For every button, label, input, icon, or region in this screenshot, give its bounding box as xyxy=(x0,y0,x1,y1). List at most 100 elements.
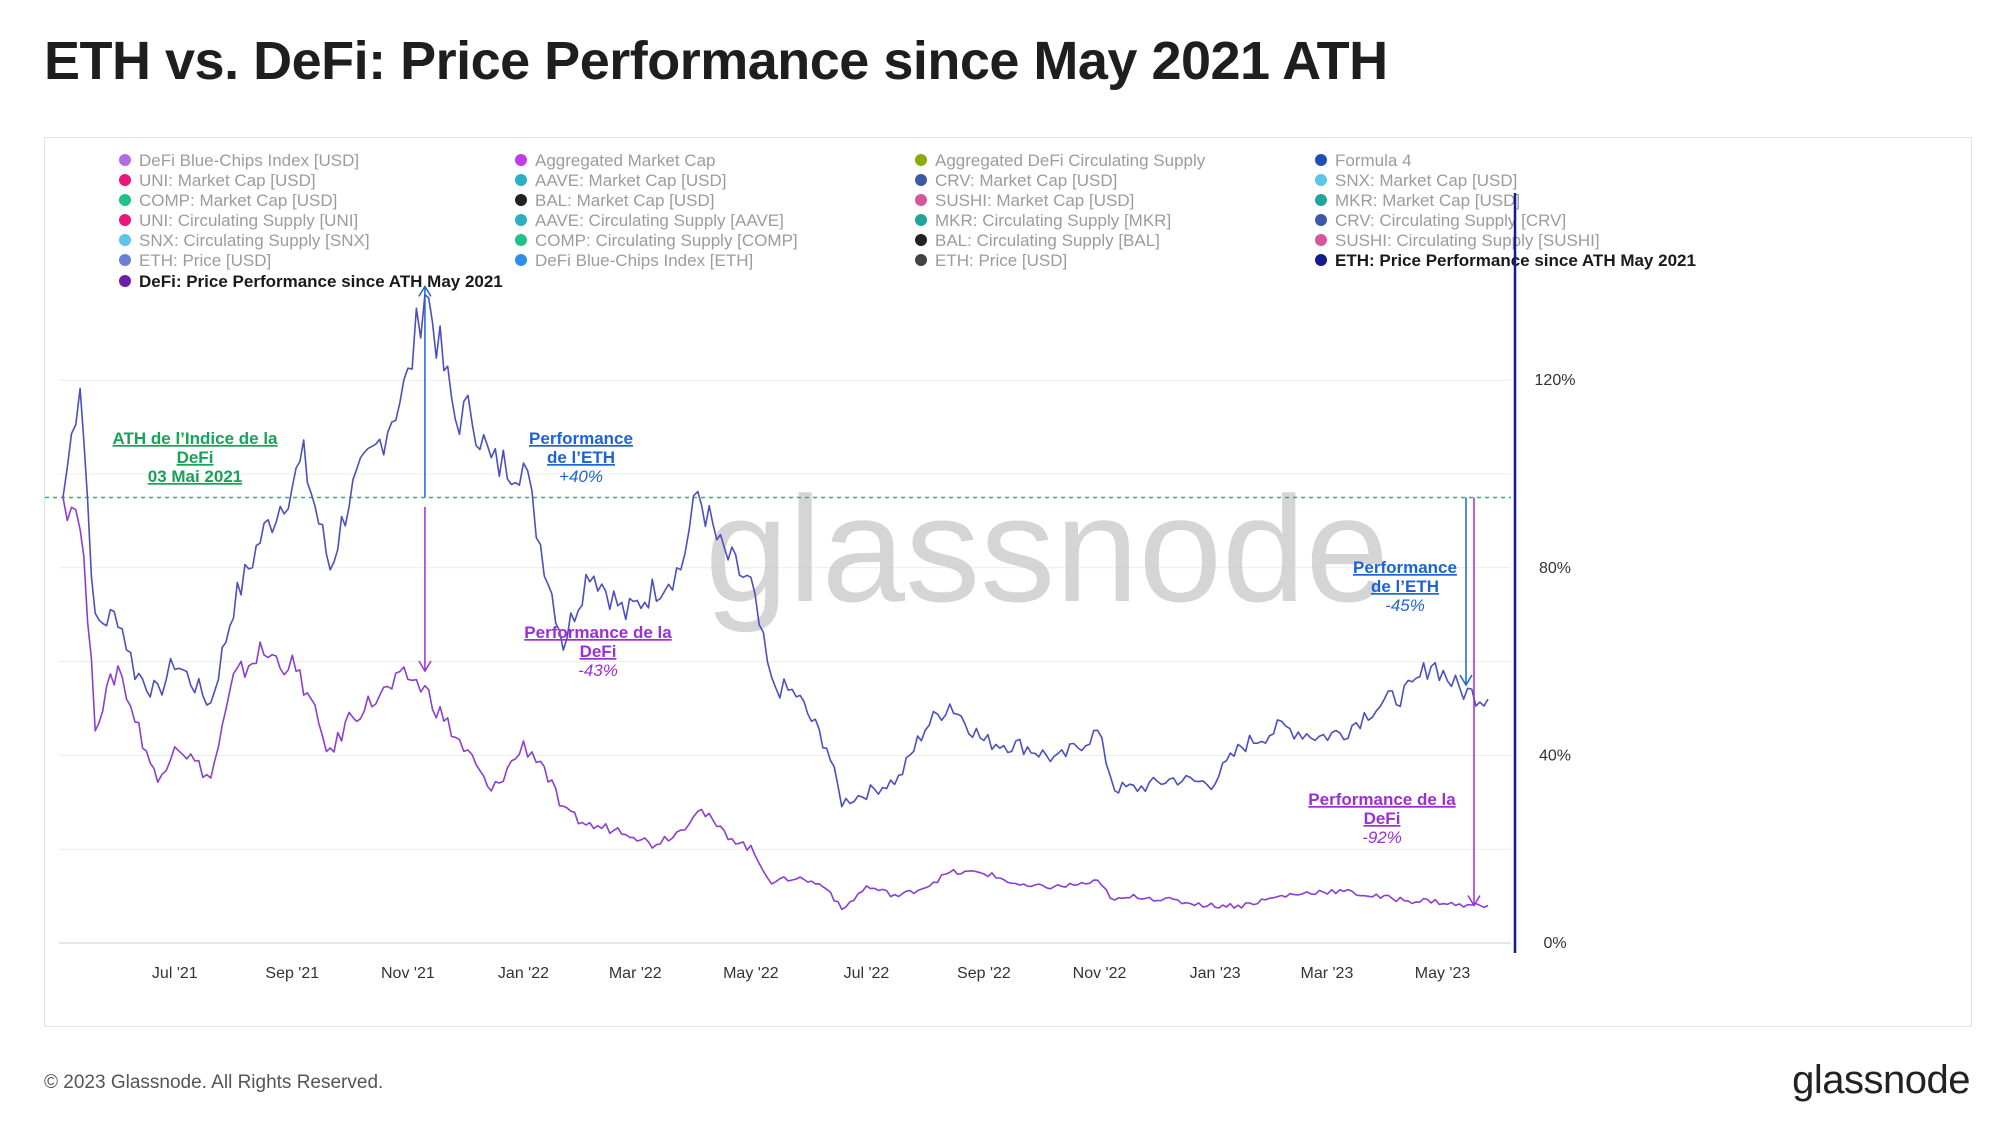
legend-swatch-icon xyxy=(515,174,527,186)
legend-item[interactable]: Formula 4 xyxy=(1315,151,1412,170)
series-lines xyxy=(62,293,1489,911)
legend-swatch-icon xyxy=(515,214,527,226)
legend-item[interactable]: ETH: Price [USD] xyxy=(119,251,271,270)
legend-item[interactable]: Aggregated Market Cap xyxy=(515,151,716,170)
chart-legend: DeFi Blue-Chips Index [USD] Aggregated Ma… xyxy=(119,151,1696,291)
legend-item[interactable]: CRV: Market Cap [USD] xyxy=(915,171,1117,190)
annotation-label: Performance xyxy=(1353,558,1457,577)
legend-swatch-icon xyxy=(915,234,927,246)
legend-label: DeFi: Price Performance since ATH May 20… xyxy=(139,272,503,291)
x-tick-label: Sep '21 xyxy=(265,965,319,982)
legend-label: CRV: Circulating Supply [CRV] xyxy=(1335,211,1566,230)
annotation-value: -43% xyxy=(578,661,618,680)
legend-item[interactable]: ETH: Price [USD] xyxy=(915,251,1067,270)
x-tick-label: Mar '23 xyxy=(1300,965,1353,982)
legend-item[interactable]: SNX: Market Cap [USD] xyxy=(1315,171,1517,190)
annotation-label: Performance xyxy=(529,429,633,448)
legend-swatch-icon xyxy=(119,254,131,266)
legend-label: BAL: Circulating Supply [BAL] xyxy=(935,231,1160,250)
legend-item[interactable]: ETH: Price Performance since ATH May 202… xyxy=(1315,251,1696,270)
legend-label: ETH: Price [USD] xyxy=(935,251,1067,270)
legend-item[interactable]: DeFi: Price Performance since ATH May 20… xyxy=(119,272,503,291)
defi-performance-line xyxy=(62,497,1489,911)
x-tick-label: Mar '22 xyxy=(609,965,662,982)
annotation-value: -45% xyxy=(1385,596,1425,615)
legend-item[interactable]: UNI: Market Cap [USD] xyxy=(119,171,316,190)
legend-label: AAVE: Circulating Supply [AAVE] xyxy=(535,211,784,230)
x-tick-label: May '23 xyxy=(1415,965,1471,982)
legend-item[interactable]: DeFi Blue-Chips Index [USD] xyxy=(119,151,359,170)
eth-peak-arrow-head-icon xyxy=(418,284,432,297)
legend-swatch-icon xyxy=(119,275,131,287)
legend-item[interactable]: MKR: Market Cap [USD] xyxy=(1315,191,1520,210)
annotation-label: 03 Mai 2021 xyxy=(148,467,243,486)
x-tick-label: Nov '22 xyxy=(1073,965,1127,982)
legend-label: Formula 4 xyxy=(1335,151,1412,170)
legend-label: COMP: Market Cap [USD] xyxy=(139,191,337,210)
legend-item[interactable]: BAL: Circulating Supply [BAL] xyxy=(915,231,1160,250)
legend-label: UNI: Market Cap [USD] xyxy=(139,171,316,190)
legend-swatch-icon xyxy=(915,194,927,206)
legend-label: MKR: Market Cap [USD] xyxy=(1335,191,1520,210)
x-tick-label: Jul '22 xyxy=(844,965,890,982)
legend-swatch-icon xyxy=(515,194,527,206)
legend-item[interactable]: SNX: Circulating Supply [SNX] xyxy=(119,231,370,250)
axes: Jul '21 Sep '21 Nov '21 Jan '22 Mar '22 May '… xyxy=(59,193,1575,982)
legend-item[interactable]: AAVE: Market Cap [USD] xyxy=(515,171,726,190)
annotation-label: DeFi xyxy=(177,448,214,467)
legend-item[interactable]: BAL: Market Cap [USD] xyxy=(515,191,715,210)
legend-swatch-icon xyxy=(119,174,131,186)
legend-item[interactable]: Aggregated DeFi Circulating Supply xyxy=(915,151,1206,170)
legend-label: SUSHI: Circulating Supply [SUSHI] xyxy=(1335,231,1600,250)
legend-item[interactable]: COMP: Circulating Supply [COMP] xyxy=(515,231,798,250)
legend-swatch-icon xyxy=(915,174,927,186)
legend-swatch-icon xyxy=(119,194,131,206)
x-tick-label: Jan '22 xyxy=(498,965,549,982)
legend-item[interactable]: DeFi Blue-Chips Index [ETH] xyxy=(515,251,753,270)
y-tick-label: 80% xyxy=(1539,560,1571,577)
legend-label: BAL: Market Cap [USD] xyxy=(535,191,715,210)
legend-swatch-icon xyxy=(119,234,131,246)
performance-chart: glassnode DeFi Blue-Chips Index [USD] Agg… xyxy=(45,151,1696,982)
annotation-label: Performance de la xyxy=(524,623,672,642)
y-tick-label: 120% xyxy=(1535,372,1576,389)
legend-label: SNX: Market Cap [USD] xyxy=(1335,171,1517,190)
grid-lines xyxy=(59,379,1511,944)
brand-logo: glassnode xyxy=(1792,1058,1970,1102)
legend-swatch-icon xyxy=(1315,154,1327,166)
legend-label: CRV: Market Cap [USD] xyxy=(935,171,1117,190)
legend-item[interactable]: SUSHI: Market Cap [USD] xyxy=(915,191,1134,210)
legend-label: ETH: Price [USD] xyxy=(139,251,271,270)
legend-label: SNX: Circulating Supply [SNX] xyxy=(139,231,370,250)
legend-item[interactable]: SUSHI: Circulating Supply [SUSHI] xyxy=(1315,231,1600,250)
legend-item[interactable]: CRV: Circulating Supply [CRV] xyxy=(1315,211,1566,230)
defi-now-arrow-head-icon xyxy=(1467,895,1481,907)
legend-label: MKR: Circulating Supply [MKR] xyxy=(935,211,1171,230)
legend-item[interactable]: UNI: Circulating Supply [UNI] xyxy=(119,211,358,230)
legend-item[interactable]: COMP: Market Cap [USD] xyxy=(119,191,337,210)
legend-label: Aggregated Market Cap xyxy=(535,151,716,170)
legend-swatch-icon xyxy=(119,214,131,226)
copyright-text: © 2023 Glassnode. All Rights Reserved. xyxy=(44,1072,384,1093)
x-tick-label: Jan '23 xyxy=(1190,965,1241,982)
y-tick-label: 40% xyxy=(1539,747,1571,764)
legend-swatch-icon xyxy=(915,214,927,226)
annotation-label: DeFi xyxy=(580,642,617,661)
annotation-label: DeFi xyxy=(1364,809,1401,828)
chart-panel: glassnode DeFi Blue-Chips Index [USD] Agg… xyxy=(44,137,1972,1027)
annotation-label: de l’ETH xyxy=(547,448,615,467)
legend-item[interactable]: AAVE: Circulating Supply [AAVE] xyxy=(515,211,784,230)
legend-swatch-icon xyxy=(915,154,927,166)
watermark-text: glassnode xyxy=(705,465,1389,633)
defi-peak-arrow-head-icon xyxy=(418,660,432,673)
legend-label: UNI: Circulating Supply [UNI] xyxy=(139,211,358,230)
page-title: ETH vs. DeFi: Price Performance since Ma… xyxy=(44,31,1388,91)
legend-item[interactable]: MKR: Circulating Supply [MKR] xyxy=(915,211,1171,230)
legend-swatch-icon xyxy=(1315,194,1327,206)
legend-swatch-icon xyxy=(1315,254,1327,266)
annotation-label: ATH de l’Indice de la xyxy=(113,429,279,448)
x-tick-label: Nov '21 xyxy=(381,965,435,982)
legend-swatch-icon xyxy=(119,154,131,166)
legend-swatch-icon xyxy=(515,254,527,266)
